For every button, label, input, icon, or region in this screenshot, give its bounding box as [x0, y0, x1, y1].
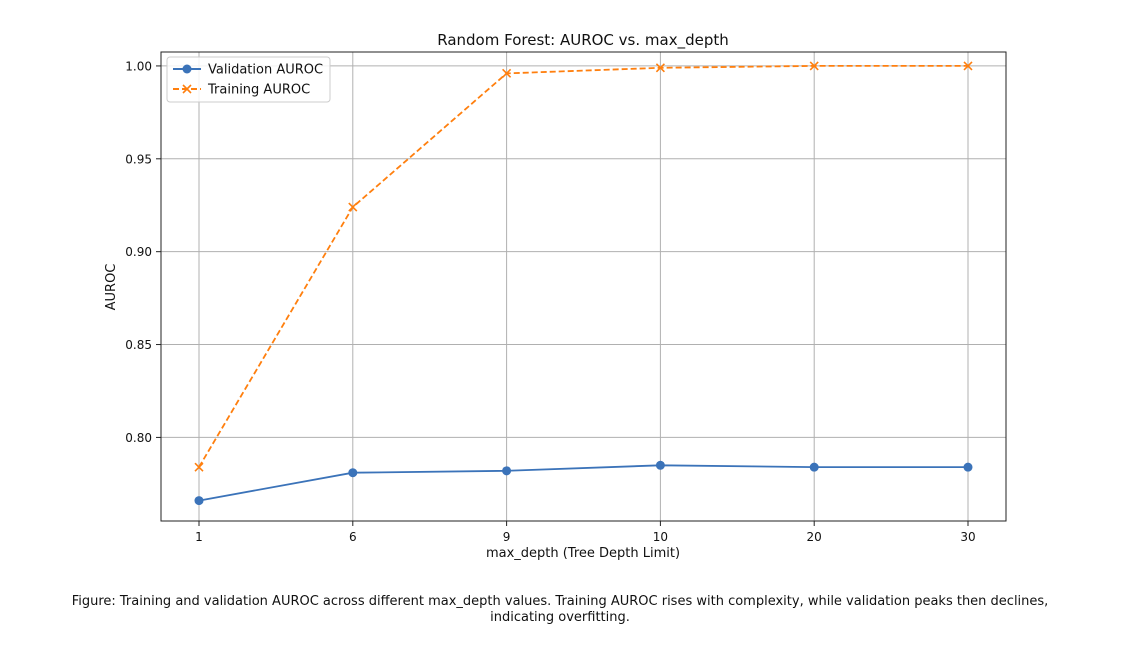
series-line-validation [198, 464, 968, 502]
training-point [502, 68, 512, 78]
plot-frame [160, 51, 1007, 522]
x-tick-label: 6 [349, 530, 357, 544]
validation-point [348, 468, 358, 478]
x-tick-label: 30 [960, 530, 975, 544]
validation-point [194, 496, 204, 506]
x-tick-label: 1 [195, 530, 203, 544]
y-axis-label: AUROC [104, 264, 119, 311]
x-axis: 1 6 9 10 20 30 [195, 521, 976, 544]
legend-box [166, 56, 331, 103]
legend-label-training: Training AUROC [207, 83, 310, 98]
validation-point [655, 460, 665, 470]
series-layer [194, 61, 973, 506]
training-point [963, 61, 973, 71]
training-point [348, 202, 358, 212]
y-tick-label: 0.80 [125, 431, 152, 445]
legend-marker-validation [182, 64, 192, 74]
training-point [194, 462, 204, 472]
validation-point [502, 466, 512, 476]
training-point [809, 61, 819, 71]
legend-marker-training [182, 84, 192, 94]
x-tick-label: 20 [807, 530, 822, 544]
y-tick-label: 0.85 [125, 338, 152, 352]
series-line-training [198, 65, 968, 468]
figure-caption: Figure: Training and validation AUROC ac… [71, 594, 1049, 625]
training-point [655, 63, 665, 73]
x-axis-label: max_depth (Tree Depth Limit) [486, 546, 680, 561]
chart: Random Forest: AUROC vs. max_depth 1 6 9 10… [104, 31, 1007, 561]
y-tick-label: 1.00 [125, 59, 152, 73]
validation-point [963, 462, 973, 472]
legend-label-validation: Validation AUROC [208, 63, 323, 78]
chart-title: Random Forest: AUROC vs. max_depth [437, 31, 729, 50]
grid [161, 52, 1006, 521]
y-axis: 0.80 0.85 0.90 0.95 1.00 [125, 59, 161, 445]
y-tick-label: 0.90 [125, 245, 152, 259]
x-tick-label: 10 [653, 530, 668, 544]
y-tick-label: 0.95 [125, 152, 152, 166]
validation-point [809, 462, 819, 472]
legend: Validation AUROC Training AUROC [166, 56, 331, 103]
x-tick-label: 9 [503, 530, 511, 544]
